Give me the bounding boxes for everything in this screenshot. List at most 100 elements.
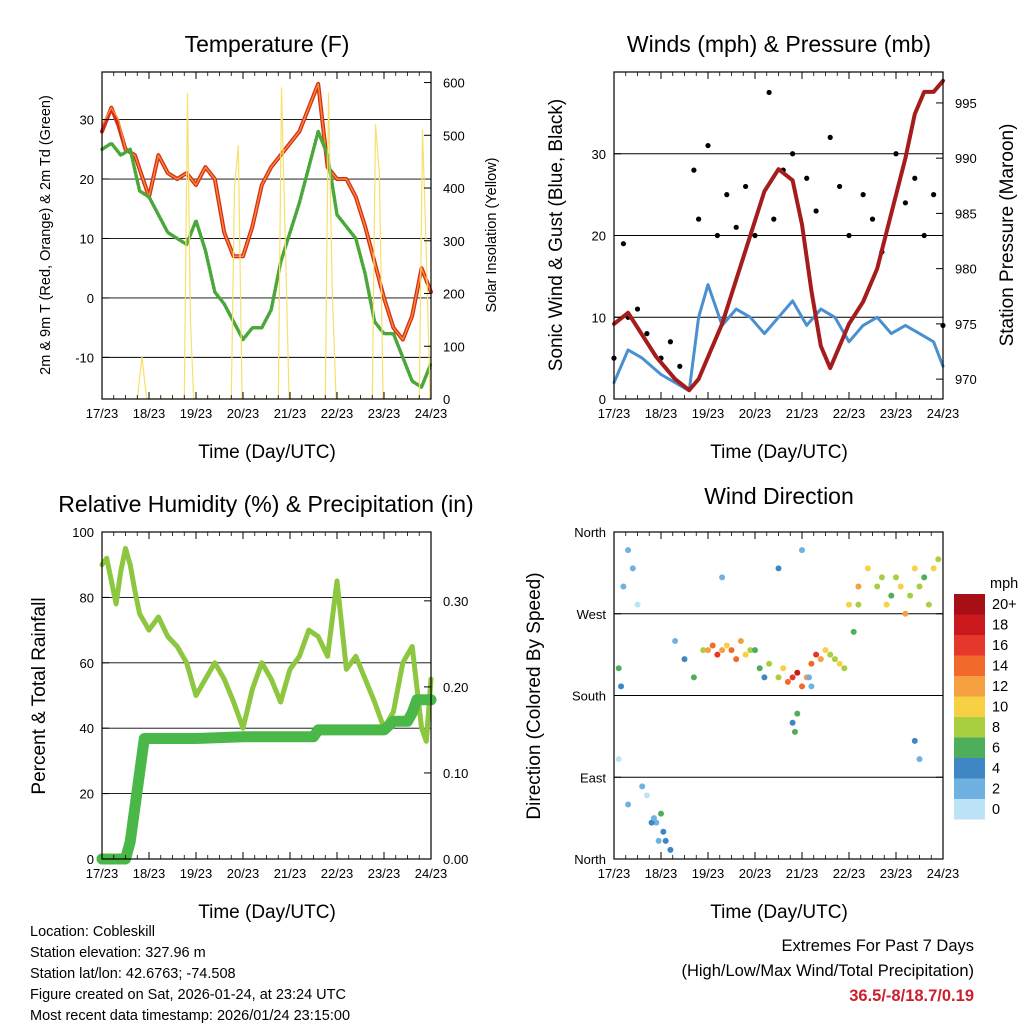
direction-point bbox=[897, 583, 904, 590]
direction-point bbox=[836, 660, 843, 667]
y-tick-label: 20 bbox=[592, 229, 606, 244]
colorbar-label: 0 bbox=[992, 802, 1000, 818]
wind-direction-ylabel: Direction (Colored By Speed) bbox=[524, 572, 545, 819]
direction-point bbox=[709, 642, 716, 649]
y-tick-label: 0 bbox=[599, 392, 606, 407]
gust-point bbox=[691, 167, 697, 173]
direction-point bbox=[902, 610, 909, 617]
direction-point bbox=[737, 638, 744, 644]
direction-point bbox=[789, 674, 796, 681]
y-tick-label: 10 bbox=[80, 231, 94, 246]
y2-tick-label: 975 bbox=[955, 317, 977, 332]
colorbar-label: 14 bbox=[992, 659, 1008, 675]
y-tick-label: South bbox=[572, 689, 606, 704]
direction-point bbox=[700, 647, 707, 654]
direction-point bbox=[806, 674, 813, 681]
y-tick-label: 80 bbox=[80, 590, 94, 605]
y2-tick-label: 200 bbox=[443, 287, 465, 302]
direction-point bbox=[620, 583, 627, 590]
colorbar-label: 12 bbox=[992, 679, 1008, 695]
direction-point bbox=[653, 819, 660, 826]
direction-point bbox=[808, 660, 815, 667]
x-tick-label: 24/23 bbox=[415, 406, 448, 421]
gust-point bbox=[837, 183, 843, 190]
direction-point bbox=[784, 678, 791, 685]
x-tick-label: 17/23 bbox=[86, 406, 119, 421]
direction-point bbox=[935, 556, 942, 563]
gust-point bbox=[733, 224, 739, 230]
direction-point bbox=[930, 565, 937, 572]
colorbar-swatch bbox=[954, 717, 985, 738]
colorbar-swatch bbox=[954, 696, 985, 717]
direction-point bbox=[775, 565, 782, 572]
direction-point bbox=[794, 669, 801, 676]
gust-point bbox=[705, 142, 711, 149]
direction-point bbox=[921, 574, 928, 581]
x-tick-label: 21/23 bbox=[786, 406, 819, 421]
direction-point bbox=[660, 828, 667, 835]
direction-point bbox=[841, 665, 848, 672]
x-tick-label: 18/23 bbox=[133, 866, 166, 881]
y-tick-label: 30 bbox=[80, 113, 94, 128]
meta-created: Figure created on Sat, 2026-01-24, at 23… bbox=[30, 987, 346, 1003]
direction-point bbox=[714, 651, 721, 658]
x-tick-label: 17/23 bbox=[598, 406, 631, 421]
y2-tick-label: 985 bbox=[955, 206, 977, 221]
gust-point bbox=[667, 339, 674, 345]
gust-point bbox=[869, 216, 876, 222]
direction-point bbox=[615, 665, 622, 672]
gust-point bbox=[893, 151, 899, 157]
colorbar-label: 20+ bbox=[992, 597, 1017, 613]
9m-t-line bbox=[101, 83, 432, 341]
gust-point bbox=[804, 175, 810, 181]
direction-point bbox=[925, 601, 932, 608]
x-tick-label: 22/23 bbox=[321, 406, 354, 421]
direction-point bbox=[648, 819, 655, 826]
direction-point bbox=[780, 665, 787, 672]
direction-point bbox=[667, 846, 674, 853]
sonic-wind-line bbox=[612, 283, 945, 393]
colorbar-label: 16 bbox=[992, 638, 1008, 654]
solar-insolation-line bbox=[136, 87, 431, 400]
winds-panel: Winds (mph) & Pressure (mb) 17/23 18/23 19… bbox=[546, 31, 1018, 463]
y-tick-label: 10 bbox=[592, 310, 606, 325]
y2-tick-label: 0.20 bbox=[443, 680, 468, 695]
humidity-panel: Relative Humidity (%) & Precipitation (i… bbox=[29, 491, 474, 923]
direction-point bbox=[907, 592, 914, 599]
direction-point bbox=[864, 565, 871, 572]
y-tick-label: North bbox=[574, 525, 606, 540]
x-tick-label: 23/23 bbox=[880, 866, 913, 881]
direction-point bbox=[733, 656, 740, 663]
direction-point bbox=[719, 574, 726, 581]
direction-point bbox=[672, 638, 679, 644]
colorbar-label: 2 bbox=[992, 782, 1000, 798]
direction-point bbox=[690, 674, 697, 681]
x-tick-label: 20/23 bbox=[227, 866, 260, 881]
x-tick-label: 18/23 bbox=[645, 406, 678, 421]
gust-point bbox=[696, 216, 702, 222]
gust-point bbox=[724, 192, 730, 198]
x-tick-label: 19/23 bbox=[180, 406, 213, 421]
gust-point bbox=[827, 134, 833, 140]
x-tick-label: 24/23 bbox=[415, 866, 448, 881]
winds-ylabel: Sonic Wind & Gust (Blue, Black) bbox=[546, 99, 567, 371]
direction-point bbox=[916, 756, 923, 763]
y-tick-label: West bbox=[577, 607, 607, 622]
gust-point bbox=[644, 331, 650, 337]
wind-direction-panel: Wind Direction 17/23 18/23 19/23 20/23 21/23… bbox=[524, 483, 1018, 923]
direction-point bbox=[766, 660, 773, 667]
y2-tick-label: 400 bbox=[443, 181, 465, 196]
direction-point bbox=[855, 583, 862, 590]
y-tick-label: 100 bbox=[72, 525, 94, 540]
gust-point bbox=[912, 175, 918, 181]
x-tick-label: 20/23 bbox=[739, 406, 772, 421]
gust-point bbox=[634, 306, 641, 312]
speed-colorbar: mph 20+ 18 16 14 12 10 8 6 4 2 0 bbox=[954, 576, 1018, 820]
station-metadata: Location: Cobleskill Station elevation: … bbox=[30, 922, 350, 1027]
meta-location: Location: Cobleskill bbox=[30, 924, 155, 940]
direction-point bbox=[846, 601, 852, 608]
y-tick-label: 60 bbox=[80, 656, 94, 671]
colorbar-swatch bbox=[954, 737, 985, 758]
y2-tick-label: 0.00 bbox=[443, 852, 468, 867]
x-tick-label: 23/23 bbox=[368, 406, 401, 421]
